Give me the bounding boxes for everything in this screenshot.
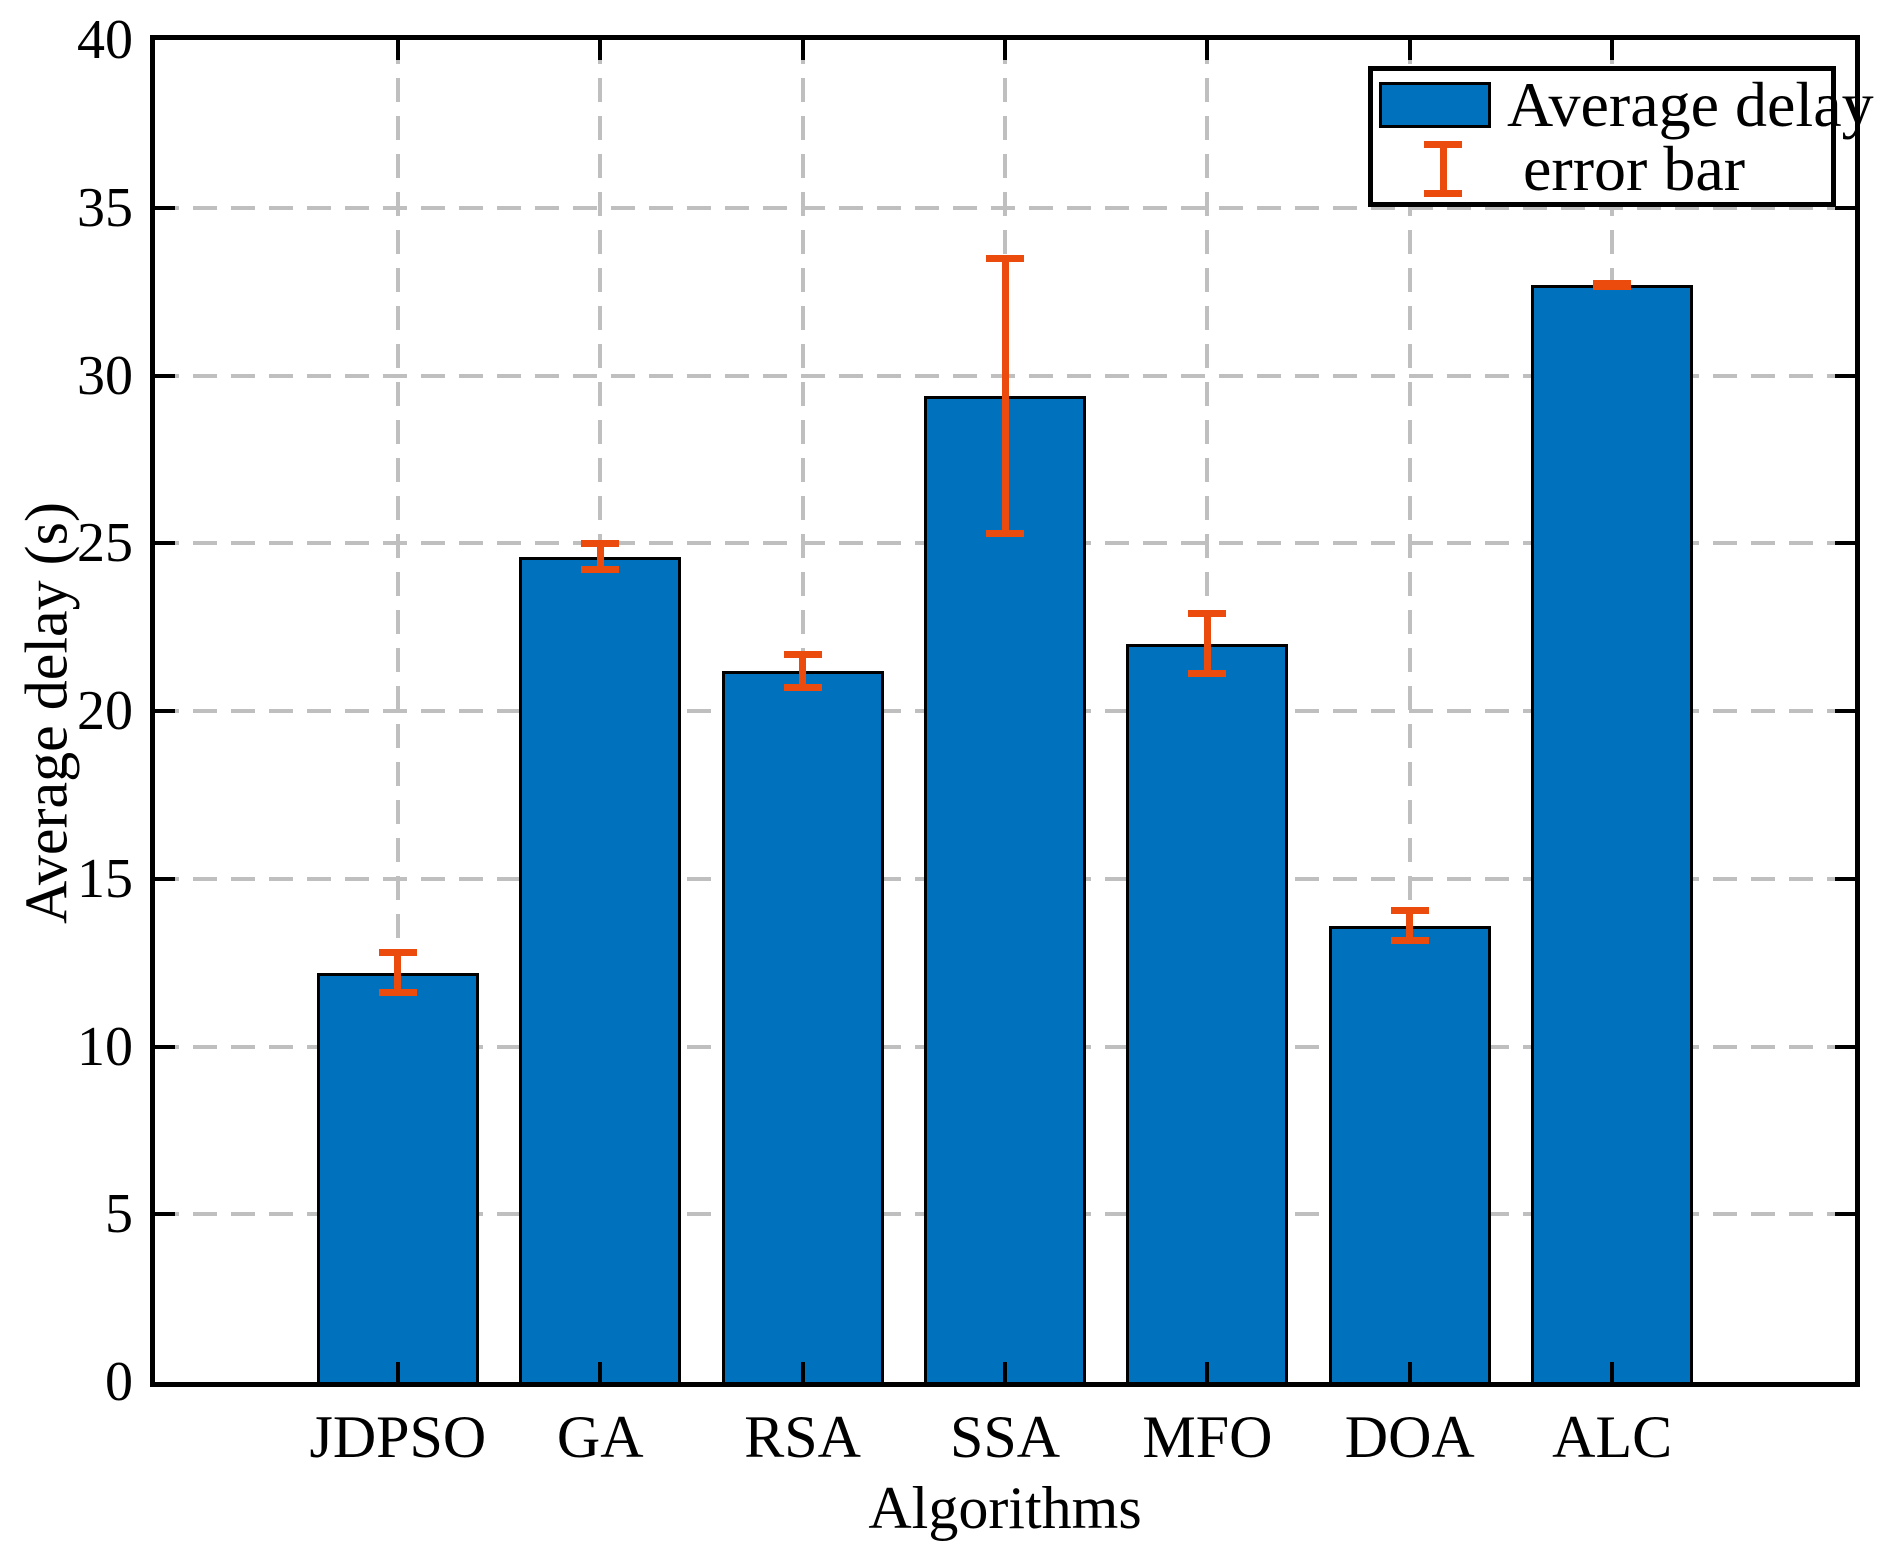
y-tick-left — [155, 373, 175, 378]
x-tick-bottom — [1610, 1362, 1615, 1382]
y-tick-left — [155, 709, 175, 713]
x-tick-label-JDPSO: JDPSO — [309, 1404, 487, 1470]
y-tick-right — [1835, 709, 1855, 713]
x-tick-label-MFO: MFO — [1142, 1404, 1273, 1470]
x-tick-top — [1407, 40, 1412, 60]
bar-GA — [519, 557, 682, 1382]
y-tick-left — [155, 1044, 175, 1049]
y-tick-right — [1835, 876, 1855, 881]
x-tick-bottom — [598, 1362, 603, 1382]
error-bar-top-cap-JDPSO — [378, 949, 417, 957]
error-bar-bottom-cap-ALC — [1593, 279, 1632, 287]
x-tick-top — [598, 40, 603, 60]
y-tick-right — [1835, 373, 1855, 378]
x-tick-label-RSA: RSA — [744, 1404, 861, 1470]
legend-label: Average delay — [1507, 68, 1874, 140]
error-bar-top-cap-GA — [581, 539, 620, 547]
y-tick-left — [155, 541, 175, 546]
x-tick-label-GA: GA — [556, 1404, 644, 1470]
error-bar-line-DOA — [1406, 907, 1414, 945]
x-tick-bottom — [395, 1362, 400, 1382]
bar-ALC — [1531, 285, 1694, 1382]
x-tick-label-SSA: SSA — [949, 1404, 1061, 1470]
legend-item-error-bar: error bar — [1373, 132, 1831, 204]
legend-bar-swatch — [1379, 81, 1491, 128]
y-tick-label: 25 — [77, 512, 133, 575]
y-tick-left — [155, 205, 175, 210]
error-bar-top-cap-SSA — [986, 254, 1024, 262]
error-bar-top-cap-RSA — [783, 650, 822, 658]
error-bar-glyph — [1424, 140, 1462, 197]
y-tick-label: 30 — [77, 344, 133, 407]
error-bar-bottom-cap-MFO — [1188, 670, 1227, 678]
x-tick-top — [1610, 40, 1615, 60]
x-tick-bottom — [1205, 1362, 1210, 1382]
x-tick-top — [800, 40, 805, 60]
v-gridline — [1407, 40, 1412, 1382]
error-bar-line-GA — [596, 539, 604, 574]
y-tick-right — [1835, 205, 1855, 210]
error-bar-glyph-line — [1439, 147, 1447, 190]
x-tick-bottom — [1003, 1362, 1007, 1382]
error-bar-top-cap-MFO — [1188, 610, 1227, 618]
bar-SSA — [924, 396, 1086, 1382]
error-bar-bottom-cap-DOA — [1390, 937, 1429, 945]
bar-RSA — [721, 671, 884, 1382]
x-tick-top — [1205, 40, 1210, 60]
x-tick-top — [395, 40, 400, 60]
x-axis-label: Algorithms — [868, 1475, 1142, 1541]
y-tick-label: 20 — [77, 680, 133, 742]
y-tick-right — [1835, 1212, 1855, 1217]
error-bar-bottom-cap-GA — [581, 566, 620, 574]
y-tick-right — [1835, 541, 1855, 546]
error-bar-glyph-bottom-cap — [1424, 189, 1462, 197]
x-tick-bottom — [800, 1362, 805, 1382]
y-tick-label: 35 — [77, 176, 133, 239]
error-bar-line-MFO — [1203, 610, 1211, 678]
v-gridline — [395, 40, 400, 1382]
error-bar-line-JDPSO — [394, 949, 402, 997]
bar-MFO — [1126, 644, 1289, 1382]
y-tick-label: 0 — [105, 1351, 133, 1413]
legend-item-average-delay: Average delay — [1373, 72, 1874, 137]
error-bar-bottom-cap-SSA — [986, 529, 1024, 537]
bar-JDPSO — [316, 973, 479, 1382]
legend: Average delay error bar — [1368, 66, 1874, 207]
x-tick-label-ALC: ALC — [1552, 1404, 1673, 1470]
error-bar-glyph-top-cap — [1424, 140, 1462, 148]
error-bar-bottom-cap-JDPSO — [378, 989, 417, 997]
x-tick-top — [1003, 40, 1007, 60]
y-tick-label: 15 — [77, 847, 133, 910]
error-bar-top-cap-DOA — [1390, 907, 1429, 915]
bar-DOA — [1328, 926, 1491, 1382]
error-bar-bottom-cap-RSA — [783, 683, 822, 691]
x-tick-label-DOA: DOA — [1344, 1404, 1475, 1470]
y-tick-left — [155, 1212, 175, 1217]
y-tick-label: 10 — [77, 1015, 133, 1078]
plot-area — [150, 35, 1860, 1387]
y-tick-right — [1835, 1044, 1855, 1049]
y-tick-label: 40 — [77, 9, 133, 71]
error-bar-line-RSA — [799, 650, 807, 691]
x-tick-bottom — [1407, 1362, 1412, 1382]
legend-label: error bar — [1523, 132, 1746, 204]
y-tick-label: 5 — [105, 1183, 133, 1246]
error-bar-line-SSA — [1001, 254, 1009, 537]
y-tick-left — [155, 876, 175, 881]
legend-glyph-box — [1379, 139, 1507, 199]
